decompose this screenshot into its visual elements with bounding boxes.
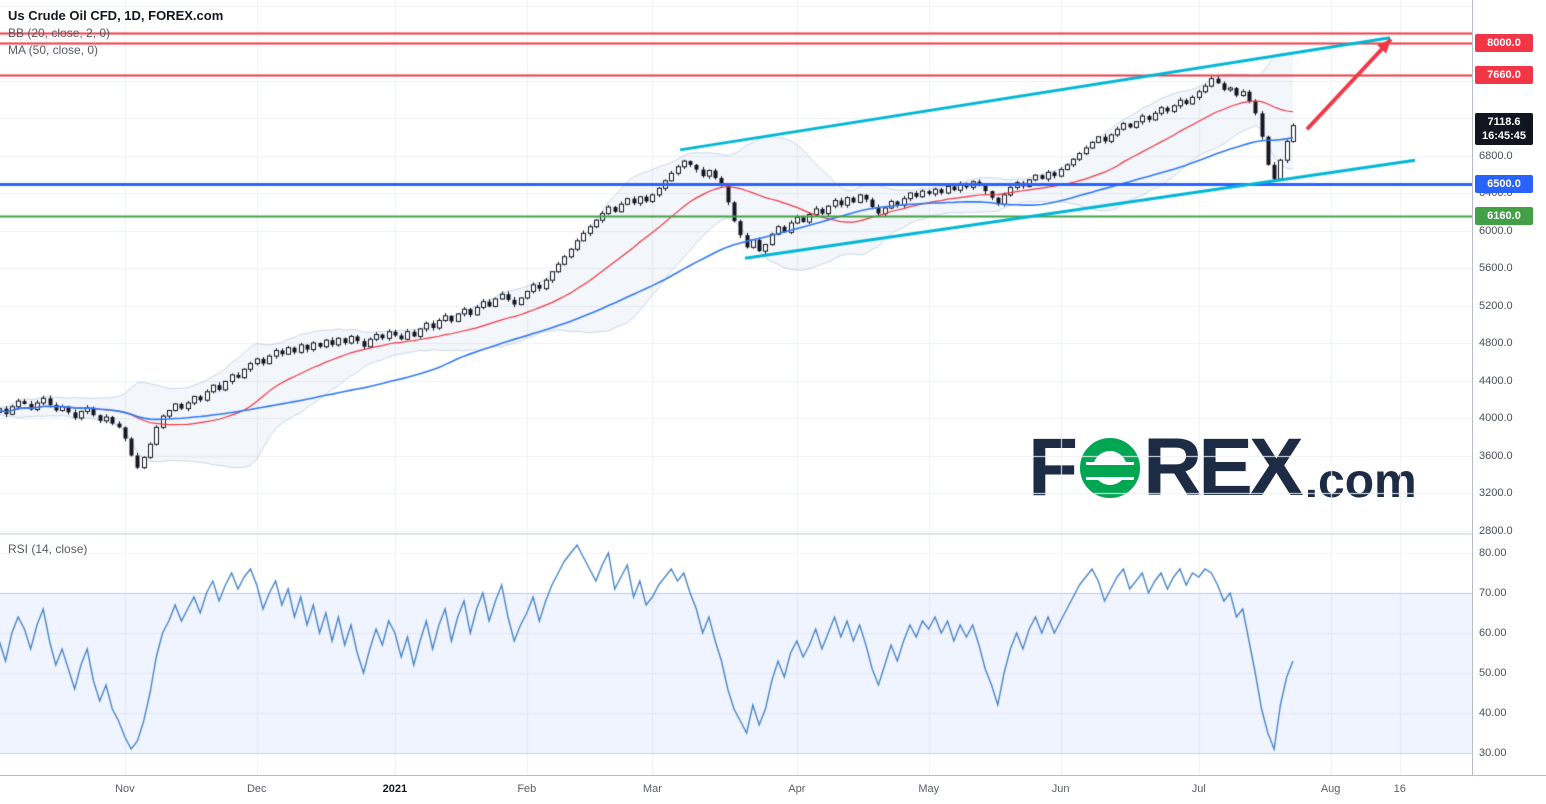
- time-tick-label: Mar: [642, 783, 662, 795]
- price-tick-label: 4000.0: [1479, 412, 1513, 424]
- rsi-tick-label: 40.00: [1479, 707, 1507, 719]
- time-tick-label: Apr: [788, 783, 806, 795]
- price-tick-label: 6000.0: [1479, 224, 1513, 237]
- price-tick-label: 4800.0: [1479, 337, 1513, 349]
- last-price-value: 7118.6: [1487, 115, 1521, 128]
- rsi-tick-label: 80.00: [1479, 547, 1507, 559]
- legend-bb-indicator[interactable]: BB (20, close, 2, 0): [8, 26, 111, 40]
- rsi-tick-label: 30.00: [1479, 747, 1507, 759]
- price-tick-label: 3200.0: [1479, 487, 1513, 499]
- bar-countdown-timer: 16:45:45: [1481, 129, 1527, 142]
- rsi-indicator-label[interactable]: RSI (14, close): [8, 542, 88, 556]
- time-tick-label: Jul: [1191, 783, 1206, 795]
- pane-separator[interactable]: [0, 533, 1546, 535]
- rsi-tick-label: 60.00: [1479, 627, 1507, 639]
- time-tick-label: Dec: [246, 783, 267, 795]
- price-tick-label: 5600.0: [1479, 262, 1513, 274]
- time-axis[interactable]: Nov Dec 2021 Feb Mar Apr May Jun Jul Aug 16: [0, 775, 1546, 804]
- time-tick-label: Jun: [1051, 783, 1070, 795]
- price-tick-label: 6800.0: [1479, 149, 1513, 162]
- rsi-tick-label: 50.00: [1479, 667, 1507, 679]
- price-level-badge: 6500.0: [1475, 174, 1533, 193]
- price-tick-label: 3600.0: [1479, 449, 1513, 462]
- symbol-title[interactable]: Us Crude Oil CFD, 1D, FOREX.com: [8, 8, 224, 23]
- price-level-badge: 8000.0: [1475, 34, 1533, 52]
- legend-ma-indicator[interactable]: MA (50, close, 0): [8, 43, 99, 57]
- last-price-badge: 7118.6 16:45:45: [1475, 112, 1533, 145]
- price-tick-label: 4400.0: [1479, 374, 1513, 387]
- price-chart-canvas[interactable]: [0, 0, 1472, 775]
- time-tick-label: Nov: [115, 783, 135, 795]
- rsi-tick-label: 70.00: [1479, 587, 1507, 599]
- chart-legend: Us Crude Oil CFD, 1D, FOREX.com BB (20, …: [8, 8, 223, 58]
- time-tick-label: May: [918, 783, 940, 795]
- price-tick-label: 2800.0: [1479, 524, 1513, 537]
- price-level-badge: 7660.0: [1475, 65, 1533, 84]
- price-axis[interactable]: 7200.06800.06400.06000.05600.05200.04800…: [1472, 0, 1546, 775]
- time-tick-label: Aug: [1320, 783, 1341, 795]
- time-tick-label: 2021: [382, 783, 408, 795]
- price-level-badge: 6160.0: [1475, 206, 1533, 225]
- time-tick-label: 16: [1393, 783, 1406, 795]
- price-tick-label: 5200.0: [1479, 299, 1513, 312]
- time-tick-label: Feb: [517, 783, 537, 795]
